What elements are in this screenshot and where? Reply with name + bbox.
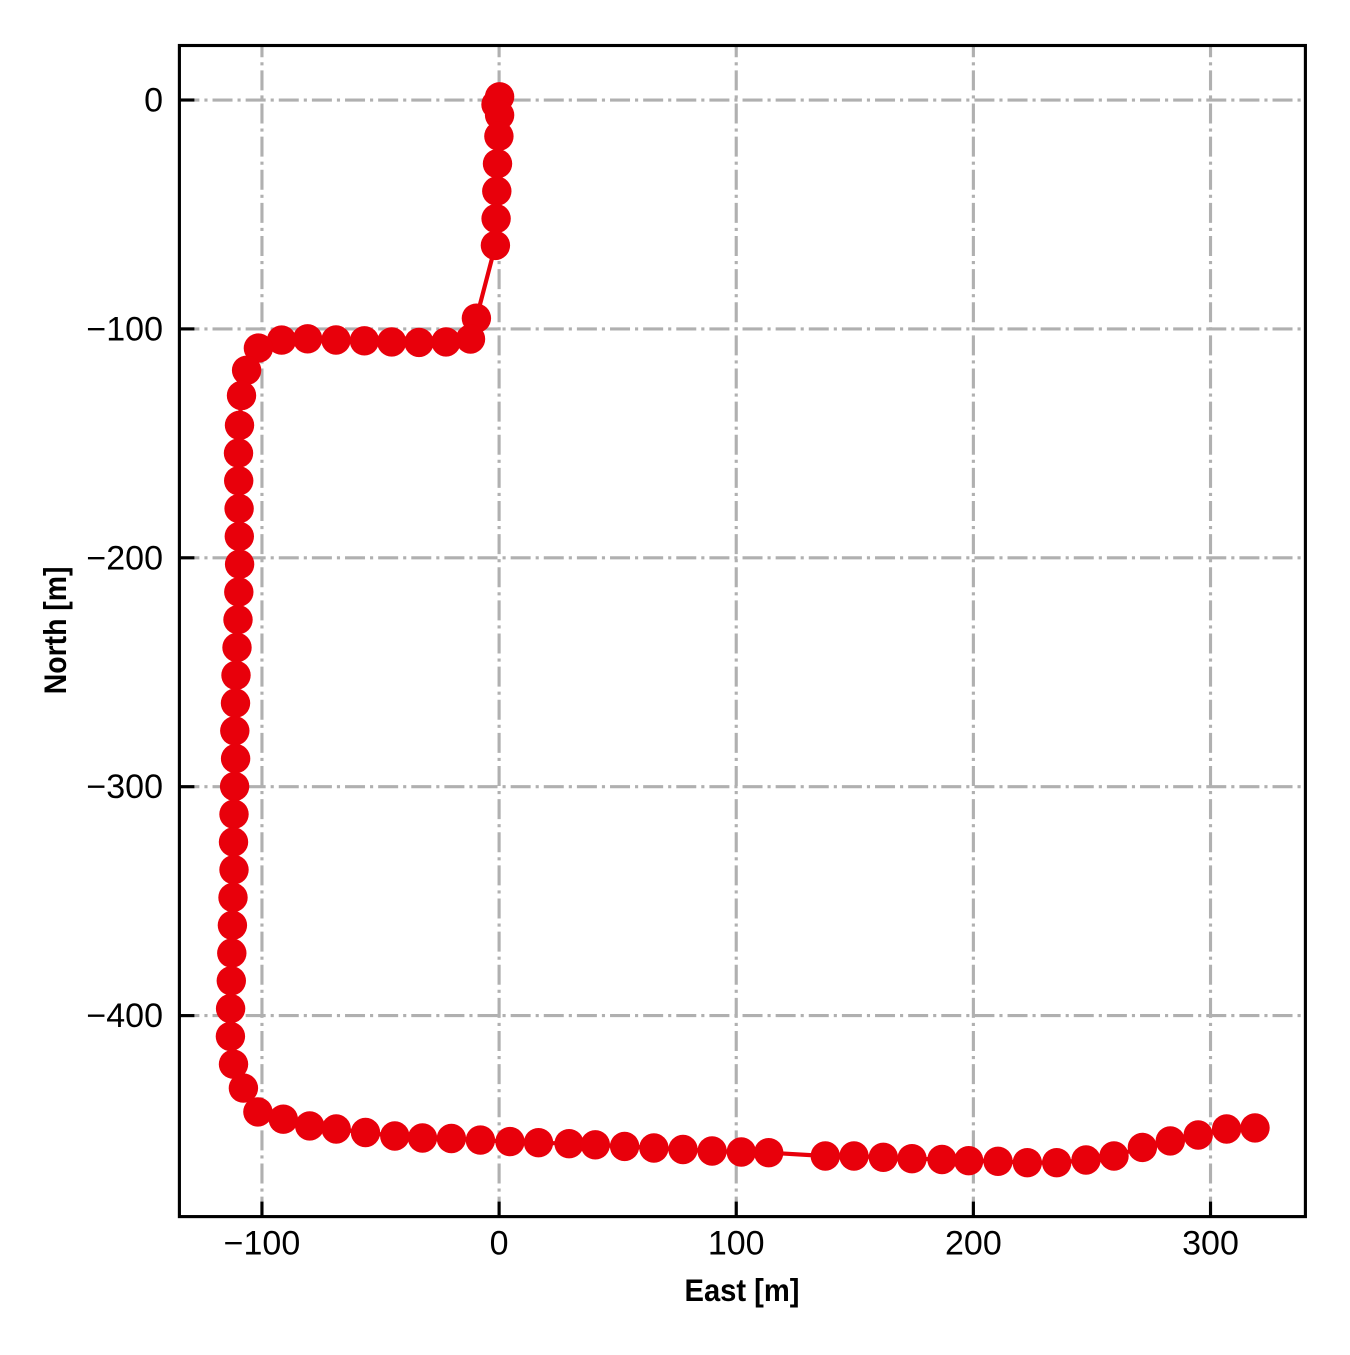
svg-text:200: 200 bbox=[945, 1225, 1002, 1263]
svg-text:North [m]: North [m] bbox=[38, 567, 73, 695]
svg-text:−100: −100 bbox=[86, 310, 163, 348]
svg-text:100: 100 bbox=[708, 1225, 765, 1263]
svg-text:East [m]: East [m] bbox=[685, 1273, 800, 1308]
svg-text:−200: −200 bbox=[86, 539, 163, 577]
svg-text:0: 0 bbox=[490, 1225, 509, 1263]
svg-text:−300: −300 bbox=[86, 768, 163, 806]
svg-text:−400: −400 bbox=[86, 997, 163, 1035]
svg-text:300: 300 bbox=[1182, 1225, 1239, 1263]
svg-text:0: 0 bbox=[144, 82, 163, 120]
svg-text:−100: −100 bbox=[224, 1225, 301, 1263]
